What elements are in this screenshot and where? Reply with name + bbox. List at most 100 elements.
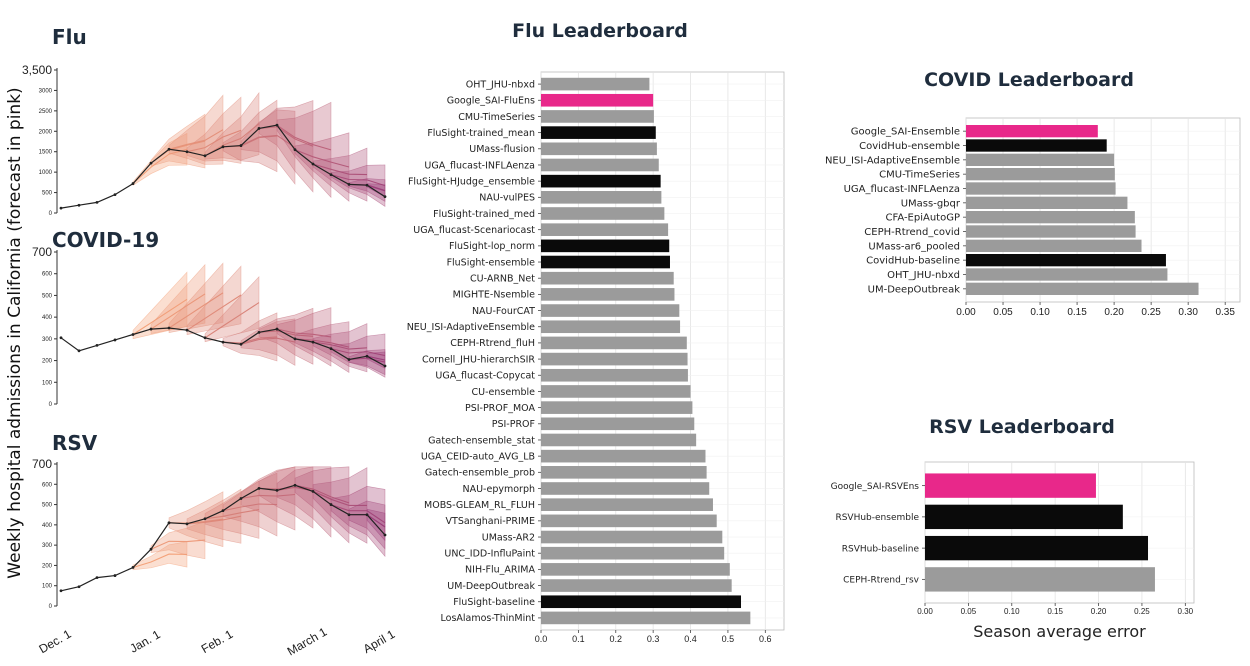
leaderboard-bar [966,182,1116,195]
leaderboard-bar [966,254,1166,267]
observed-point [383,533,387,537]
observed-point [275,123,279,127]
leaderboard-bar [966,196,1128,209]
observed-point [59,589,63,593]
observed-point [365,354,369,358]
observed-point [383,195,387,199]
forecast-median-line [330,504,386,524]
x-tick-label: 0.30 [1178,307,1198,318]
forecast-median-line [294,338,350,348]
y-tick-label: 500 [42,503,53,509]
leaderboard-bar [541,530,723,544]
leaderboard-category-label: FluSight-trained_mean [427,128,535,139]
forecast-band [276,307,332,367]
leaderboard-bar [541,401,693,414]
x-tick-label: 0.00 [956,307,976,318]
leaderboard-bar [966,153,1115,166]
observed-point [203,154,207,158]
observed-point [59,336,63,340]
observed-point [329,173,333,176]
observed-point [149,547,153,551]
leaderboard-category-label: CU-ARNB_Net [470,274,535,285]
leaderboard-category-label: NAU-epymorph [462,484,535,495]
forecast-band [294,321,350,374]
leaderboard-category-label: CEPH-Rtrend_fluH [450,338,535,349]
observed-point [95,343,99,347]
leaderboard-bar [966,211,1135,224]
leaderboard-category-label: MIGHTE-Nsemble [453,290,536,301]
leaderboard-bar [925,504,1123,530]
x-tick-label: 0.30 [1178,607,1194,616]
panel-title: RSV [52,431,98,455]
leaderboard-bar [541,368,688,382]
observed-point [329,503,333,506]
forecast-median-line [186,294,242,331]
x-tick-label: 0.20 [1104,307,1124,318]
x-tick-label: 0.15 [1067,307,1087,318]
leaderboard-category-label: RSVHub-ensemble [835,513,919,523]
leaderboard-bar [966,139,1107,152]
leaderboard-bar [541,271,674,285]
leaderboard-bar [541,288,675,301]
forecast-median-line [366,514,386,528]
y-tick-label: 400 [42,315,53,321]
leaderboard-category-label: NAU-vulPES [479,193,535,204]
observed-point [131,566,135,569]
forecast-band [330,485,386,558]
x-tick-label: 0.3 [647,634,660,644]
leaderboard-bar [541,417,695,431]
leaderboard-bar [541,352,688,366]
forecast-median-line [276,124,332,151]
forecast-median-line [132,553,188,569]
time-axis-tick-label: Feb. 1 [199,627,236,656]
y-tick-label: 600 [42,482,53,488]
forecast-band [132,541,188,571]
leaderboard-category-label: CMU-TimeSeries [879,170,960,181]
leaderboard-category-label: CovidHub-ensemble [859,141,960,152]
leaderboard-category-label: UM-DeepOutbreak [447,581,535,592]
observed-point [275,488,279,492]
forecast-median-line [258,330,314,337]
leaderboard-category-label: NAU-FourCAT [472,306,535,317]
observed-point [167,521,171,525]
observed-point [257,486,261,490]
forecast-band [312,467,368,544]
observed-point [77,349,81,353]
leaderboard-category-label: Gatech-ensemble_stat [428,435,535,446]
observed-point [77,203,81,207]
forecast-band [330,333,386,378]
leaderboard-category-label: UGA_flucast-Copycat [435,371,535,382]
leaderboard-bar [541,255,670,269]
leaderboard-title: COVID Leaderboard [924,69,1134,91]
observed-point [239,144,243,147]
leaderboard-category-label: UMass-gbqr [901,198,961,209]
leaderboard-category-label: FluSight-ensemble [447,257,536,268]
x-tick-label: 0.35 [1215,307,1235,318]
x-tick-label: 0.10 [1004,607,1020,616]
y-tick-label: 700 [32,245,52,259]
forecast-band [222,312,278,362]
leaderboard-bar [541,110,654,123]
leaderboard-category-label: UGA_flucast-Scenariocast [413,225,535,236]
panel-title: COVID-19 [52,228,159,252]
forecast-median-line [204,302,260,339]
leaderboard-bar [925,473,1096,498]
forecast-median-line [240,134,296,149]
observed-point [221,340,225,344]
observed-point [113,338,117,342]
y-tick-label: 100 [42,584,53,590]
observed-point [293,483,297,487]
y-tick-label: 500 [42,191,53,197]
flu-timeseries-panel: Flu 0 500 1000 1500 2000 2500 3000 3,500 [22,25,387,217]
leaderboard-bar [541,482,710,495]
x-tick-label: 0.2 [610,634,623,644]
x-tick-label: 0.0 [535,634,548,644]
forecast-median-line [276,328,332,338]
observed-point [365,183,369,187]
forecast-median-line [150,293,206,330]
leaderboard-bar [541,93,654,107]
leaderboard-bar [541,595,742,609]
leaderboard-bar [541,223,669,236]
leaderboard-category-label: NEU_ISI-AdaptiveEnsemble [407,322,535,333]
